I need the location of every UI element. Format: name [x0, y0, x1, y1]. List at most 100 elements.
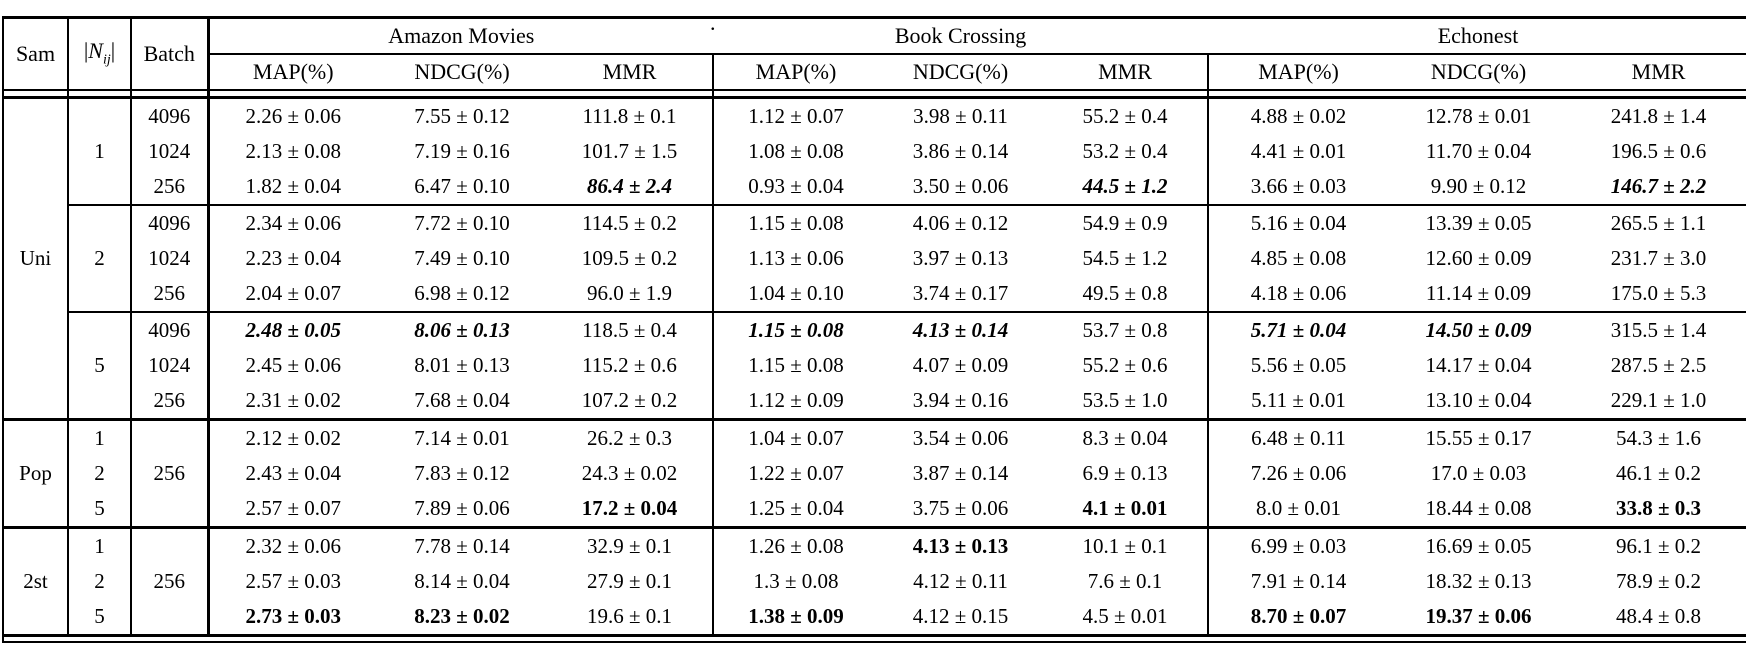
metric-value-cell: 10.1 ± 0.1	[1043, 526, 1210, 564]
metric-value-cell: 12.60 ± 0.09	[1425, 246, 1532, 271]
metric-value-cell: 86.4 ± 2.4	[547, 169, 715, 205]
batch-value: 256	[131, 418, 210, 528]
metric-value-cell: 17.2 ± 0.04	[547, 491, 715, 528]
metric-value-cell: 4.41 ± 0.01	[1250, 139, 1347, 164]
metric-value-cell: 315.5 ± 1.4	[1569, 311, 1746, 348]
metric-value-cell: 3.75 ± 0.06	[912, 496, 1009, 521]
metric-value-cell: 7.83 ± 0.12	[414, 461, 510, 486]
batch-value: 256	[131, 526, 210, 636]
nij-value: 1	[68, 526, 132, 564]
table-row: 2 2.57 ± 0.03 8.14 ± 0.04 27.9 ± 0.1 1.3 ± 0…	[3, 564, 1746, 599]
metric-value-cell: 4.88 ± 0.02	[1250, 104, 1347, 129]
metric-value-cell: 4.12 ± 0.15	[912, 604, 1009, 629]
metric-header: NDCG(%)	[912, 59, 1009, 85]
metric-value-cell: 19.37 ± 0.06	[1425, 604, 1532, 629]
metric-value-cell: 1.13 ± 0.06	[748, 246, 844, 271]
metric-value-cell: 7.55 ± 0.12	[414, 104, 510, 129]
metric-value-cell: 78.9 ± 0.2	[1616, 569, 1702, 594]
metric-value-cell: 2.45 ± 0.06	[245, 353, 342, 378]
metric-value-cell: 1.08 ± 0.08	[748, 139, 844, 164]
nij-value: 2	[68, 204, 132, 312]
metric-value-cell: 53.7 ± 0.8	[1043, 311, 1210, 348]
metric-value-cell: 4.13 ± 0.13	[878, 526, 1044, 564]
dataset-header-echonest: Echonest	[1208, 17, 1746, 55]
metric-value-cell: 2.73 ± 0.03	[245, 604, 342, 629]
metric-value-cell: 15.55 ± 0.17	[1388, 418, 1570, 456]
metric-value-cell: 18.32 ± 0.13	[1425, 569, 1532, 594]
metric-header: MAP(%)	[755, 59, 837, 85]
metric-value-cell: 5.71 ± 0.04	[1208, 311, 1389, 348]
table-row: 1024 2.45 ± 0.06 8.01 ± 0.13 115.2 ± 0.6 1.1…	[3, 348, 1746, 383]
metric-value-cell: 111.8 ± 0.1	[547, 97, 715, 134]
metric-value-cell: 3.97 ± 0.13	[912, 246, 1009, 271]
metric-value-cell: 33.8 ± 0.3	[1616, 496, 1702, 521]
sampler-label: 2st	[3, 526, 69, 636]
metric-value-cell: 1.82 ± 0.04	[245, 174, 342, 199]
group-header-row: Sam |Nij| Batch Amazon Movies Book Cross…	[3, 17, 1746, 90]
metric-value-cell: 4.85 ± 0.08	[1250, 246, 1347, 271]
table-row: 5 2.73 ± 0.03 8.23 ± 0.02 19.6 ± 0.1 1.38 ± …	[3, 599, 1746, 636]
metric-value-cell: 4.5 ± 0.01	[1043, 599, 1210, 636]
table-row: 2 4096 2.34 ± 0.06 7.72 ± 0.10 114.5 ± 0.2 1.…	[3, 204, 1746, 312]
metric-value-cell: 8.06 ± 0.13	[377, 311, 547, 348]
metric-value-cell: 107.2 ± 0.2	[547, 383, 715, 420]
batch-value: 1024	[131, 241, 210, 276]
metric-value-cell: 8.01 ± 0.13	[414, 353, 510, 378]
metric-value-cell: 5.16 ± 0.04	[1208, 204, 1389, 241]
results-table: Sam |Nij| Batch Amazon Movies Book Cross…	[2, 16, 1746, 643]
metric-value-cell: 6.9 ± 0.13	[1043, 456, 1210, 491]
metric-value-cell: 1.04 ± 0.07	[713, 418, 879, 456]
metric-value-cell: 2.13 ± 0.08	[245, 139, 342, 164]
metric-value-cell: 7.78 ± 0.14	[377, 526, 547, 564]
metric-value-cell: 14.17 ± 0.04	[1425, 353, 1532, 378]
metric-value-cell: 1.38 ± 0.09	[748, 604, 844, 629]
table-row: 2st 1 256 2.32 ± 0.06 7.78 ± 0.14 32.9 ± 0.1 1…	[3, 526, 1746, 636]
metric-value-cell: 7.89 ± 0.06	[414, 496, 510, 521]
metric-value-cell: 287.5 ± 2.5	[1610, 353, 1707, 378]
metric-value-cell: 101.7 ± 1.5	[547, 134, 715, 169]
metric-value-cell: 2.12 ± 0.02	[208, 418, 377, 456]
metric-value-cell: 18.44 ± 0.08	[1425, 496, 1532, 521]
column-header-sam: Sam	[3, 17, 69, 90]
batch-value: 1024	[131, 134, 210, 169]
batch-value: 4096	[131, 311, 210, 348]
table-row: 5 4096 2.48 ± 0.05 8.06 ± 0.13 118.5 ± 0.4 1.…	[3, 311, 1746, 420]
metric-value-cell: 1.04 ± 0.10	[748, 281, 844, 306]
metric-value-cell: 115.2 ± 0.6	[547, 348, 715, 383]
nij-value: 5	[68, 599, 132, 636]
metric-value-cell: 4.07 ± 0.09	[912, 353, 1009, 378]
metric-value-cell: 54.3 ± 1.6	[1569, 418, 1746, 456]
bottom-double-rule	[3, 634, 1746, 642]
metric-value-cell: 6.99 ± 0.03	[1208, 526, 1389, 564]
nij-value: 2	[68, 456, 132, 491]
table-row: 5 2.57 ± 0.07 7.89 ± 0.06 17.2 ± 0.04 1.25 ±…	[3, 491, 1746, 528]
metric-value-cell: 55.2 ± 0.6	[1043, 348, 1210, 383]
metric-value-cell: 3.94 ± 0.16	[912, 388, 1009, 413]
sampler-label: Uni	[3, 97, 69, 420]
metric-value-cell: 4.1 ± 0.01	[1043, 491, 1210, 528]
metric-value-cell: 1.3 ± 0.08	[753, 569, 839, 594]
nij-value: 2	[68, 564, 132, 599]
metric-header: NDCG(%)	[414, 59, 510, 85]
metric-value-cell: 2.43 ± 0.04	[245, 461, 342, 486]
metric-value-cell: 118.5 ± 0.4	[547, 311, 715, 348]
batch-value: 4096	[131, 204, 210, 241]
metric-value-cell: 2.23 ± 0.04	[245, 246, 342, 271]
metric-value-cell: 11.14 ± 0.09	[1425, 281, 1532, 306]
metric-value-cell: 265.5 ± 1.1	[1569, 204, 1746, 241]
metric-value-cell: 2.57 ± 0.03	[245, 569, 342, 594]
metric-value-cell: 7.68 ± 0.04	[414, 388, 510, 413]
column-header-batch: Batch	[131, 17, 210, 90]
table-row: 256 1.82 ± 0.04 6.47 ± 0.10 86.4 ± 2.4 0.93 …	[3, 169, 1746, 205]
metric-value-cell: 4.18 ± 0.06	[1250, 281, 1347, 306]
sampler-label: Pop	[3, 418, 69, 528]
nij-value: 5	[68, 311, 132, 420]
metric-value-cell: 8.70 ± 0.07	[1250, 604, 1347, 629]
metric-header: MMR	[1043, 54, 1210, 90]
dataset-header-book-crossing: Book Crossing	[713, 17, 1209, 55]
metric-header: MMR	[547, 54, 715, 90]
metric-value-cell: 26.2 ± 0.3	[547, 418, 715, 456]
metric-value-cell: 175.0 ± 5.3	[1610, 281, 1707, 306]
metric-value-cell: 8.0 ± 0.01	[1256, 496, 1342, 521]
metric-value-cell: 1.26 ± 0.08	[713, 526, 879, 564]
